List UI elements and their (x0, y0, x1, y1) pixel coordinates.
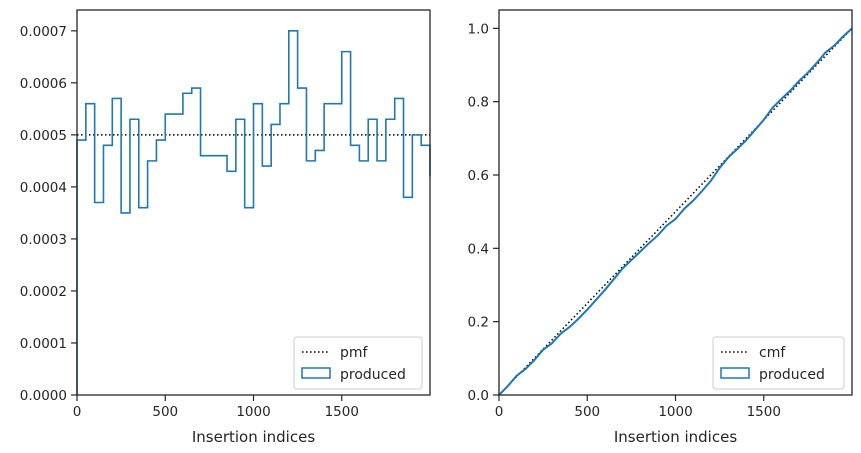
pmf-y-tick-label: 0.0003 (20, 232, 67, 248)
cmf-legend-cmf-label: cmf (759, 345, 786, 361)
pmf-x-tick-label: 0 (73, 404, 82, 420)
pmf-y-tick-label: 0.0007 (20, 24, 67, 40)
pmf-legend-produced-symbol (301, 367, 331, 379)
cmf-x-tick-label: 1500 (747, 404, 781, 420)
cmf-legend-produced-symbol (720, 367, 750, 379)
cmf-x-axis-label: Insertion indices (614, 428, 737, 446)
pmf-y-tick-label: 0.0006 (20, 76, 67, 92)
cmf-legend: cmf produced (712, 336, 845, 390)
cmf-x-tick-label: 0 (495, 404, 504, 420)
pmf-y-tick-label: 0.0005 (20, 128, 67, 144)
pmf-legend-pmf-label: pmf (340, 345, 369, 361)
cmf-y-tick-label: 0.2 (468, 315, 489, 331)
cmf-produced-series (498, 27, 853, 396)
pmf-produced-series (76, 30, 431, 395)
cmf-x-tick-label: 500 (574, 404, 600, 420)
pmf-x-axis-label: Insertion indices (192, 428, 315, 446)
pmf-y-tick-label: 0.0002 (20, 284, 67, 300)
cmf-series-layer (498, 27, 853, 396)
cmf-axes-frame (498, 9, 853, 396)
cmf-legend-produced-label: produced (759, 367, 825, 383)
cmf-x-tick-label: 1000 (658, 404, 692, 420)
pmf-legend-box (293, 336, 423, 390)
cmf-reference-line (498, 27, 853, 396)
cmf-ticks-layer: 0 500 1000 1500 0.0 0.2 0.4 0.6 0.8 1.0 (468, 21, 781, 420)
pmf-x-tick-label: 500 (152, 404, 178, 420)
pmf-legend: pmf produced (293, 336, 423, 390)
pmf-legend-produced-label: produced (340, 367, 406, 383)
pmf-x-tick-label: 1500 (325, 404, 359, 420)
pmf-ticks-layer: 0 500 1000 1500 0.0000 0.0001 0.0002 0.0003 0.00… (20, 24, 359, 420)
cmf-y-tick-label: 0.0 (468, 388, 489, 404)
cmf-y-tick-label: 0.6 (468, 168, 489, 184)
pmf-y-tick-label: 0.0000 (20, 388, 67, 404)
cmf-panel: 0 500 1000 1500 0.0 0.2 0.4 0.6 0.8 1.0 Insertion… (468, 9, 853, 446)
cmf-legend-box (712, 336, 845, 390)
pmf-axes-frame (76, 9, 431, 396)
cmf-y-tick-label: 1.0 (468, 21, 489, 37)
pmf-series-layer (76, 30, 431, 395)
pmf-y-tick-label: 0.0001 (20, 336, 67, 352)
cmf-y-tick-label: 0.8 (468, 95, 489, 111)
pmf-x-tick-label: 1000 (236, 404, 270, 420)
cmf-y-tick-label: 0.4 (468, 241, 489, 257)
pmf-panel: 0 500 1000 1500 0.0000 0.0001 0.0002 0.0003 0.00… (20, 9, 431, 446)
pmf-y-tick-label: 0.0004 (20, 180, 67, 196)
